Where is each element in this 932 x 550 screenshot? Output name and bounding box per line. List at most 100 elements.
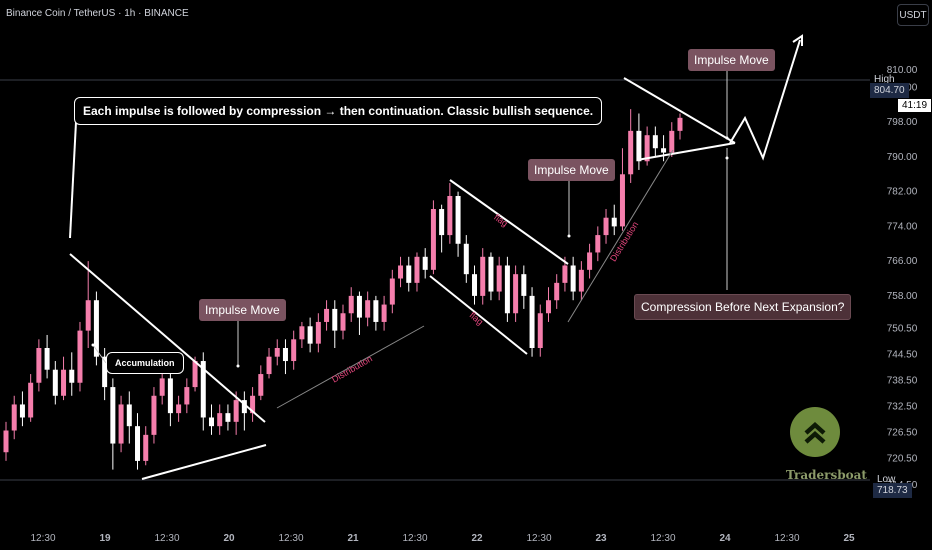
candle-body	[118, 404, 124, 444]
distribution-lines	[276, 149, 674, 409]
candle-body	[200, 361, 206, 418]
candle-body	[406, 265, 412, 283]
candle-body	[52, 369, 58, 396]
candle-body	[644, 135, 650, 162]
candle-body	[93, 300, 99, 357]
impulse-label-2: Impulse Move	[528, 159, 615, 181]
candle-body	[110, 387, 116, 444]
x-tick-label: 12:30	[278, 533, 303, 544]
y-tick-label: 790.00	[887, 152, 918, 163]
price-axis: 810.00806.00798.00790.00782.00774.00766.…	[887, 65, 918, 491]
pennant-lower-line	[636, 142, 736, 161]
candle-body	[307, 326, 313, 344]
time-axis: 12:30 19 12:30 20 12:30 21 12:30 22 12:30 23 12:30…	[30, 533, 855, 544]
candle-body	[324, 308, 330, 322]
x-tick-label: 12:30	[650, 533, 675, 544]
candle-body	[217, 413, 223, 427]
x-tick-label: 12:30	[774, 533, 799, 544]
candle-body	[151, 395, 157, 435]
candle-body	[521, 274, 527, 296]
candle-body	[447, 196, 453, 236]
candle-body	[85, 300, 91, 331]
candle-body	[488, 256, 494, 292]
x-tick-label: 23	[595, 533, 607, 544]
flag-bottom-line	[429, 275, 528, 355]
candle-body	[389, 278, 395, 305]
x-tick-label: 22	[471, 533, 483, 544]
candle-body	[504, 265, 510, 314]
candle-body	[669, 130, 675, 153]
impulse-label-1: Impulse Move	[199, 299, 286, 321]
callout-pointer	[69, 121, 77, 239]
candle-body	[3, 430, 9, 453]
countdown-tag: 41:19	[898, 99, 932, 112]
candle-body	[513, 274, 519, 314]
y-tick-label: 758.00	[887, 291, 918, 302]
candle-body	[266, 356, 272, 375]
candle-body	[159, 378, 165, 396]
candle-body	[439, 209, 445, 236]
candle-body	[677, 117, 683, 131]
y-tick-label: 750.50	[887, 323, 918, 334]
candle-body	[373, 300, 379, 322]
candle-body	[135, 426, 141, 461]
candle-body	[225, 413, 231, 422]
candle-body	[529, 295, 535, 348]
currency-button[interactable]: USDT	[897, 4, 929, 26]
candle-body	[611, 217, 617, 227]
candle-body	[340, 313, 346, 331]
x-tick-label: 24	[719, 533, 731, 544]
candle-body	[381, 304, 387, 322]
candle-body	[578, 269, 584, 292]
candle-body	[398, 265, 404, 279]
candle-body	[102, 356, 108, 388]
candle-body	[77, 330, 83, 383]
x-tick-label: 12:30	[526, 533, 551, 544]
y-tick-label: 782.00	[887, 187, 918, 198]
x-tick-label: 12:30	[402, 533, 427, 544]
impulse-label-3: Impulse Move	[688, 49, 775, 71]
candle-body	[595, 235, 601, 253]
symbol-title: Binance Coin / TetherUS · 1h · BINANCE	[6, 8, 189, 19]
x-tick-label: 20	[223, 533, 235, 544]
candle-body	[587, 252, 593, 270]
candle-body	[414, 256, 420, 283]
low-tag: Low 718.73	[873, 474, 932, 498]
candle-body	[496, 265, 502, 292]
x-tick-label: 12:30	[154, 533, 179, 544]
y-tick-label: 744.50	[887, 350, 918, 361]
compression-label: Compression Before Next Expansion?	[634, 294, 852, 320]
candle-body	[143, 434, 149, 461]
candle-body	[356, 295, 362, 318]
candle-body	[258, 374, 264, 396]
candle-body	[241, 400, 247, 414]
candle-body	[176, 404, 182, 414]
candle-body	[480, 256, 486, 296]
y-tick-label: 774.00	[887, 221, 918, 232]
projection-path	[729, 39, 801, 161]
candle-body	[11, 404, 17, 431]
main-callout: Each impulse is followed by compression …	[74, 97, 603, 125]
candle-body	[282, 348, 288, 362]
y-tick-label: 810.00	[887, 65, 918, 76]
drawings	[69, 34, 803, 480]
candle-body	[208, 417, 214, 427]
projection-arrowhead	[792, 34, 803, 46]
candle-body	[126, 404, 132, 427]
x-tick-label: 12:30	[30, 533, 55, 544]
candle-body	[36, 348, 42, 383]
accumulation-label: Accumulation	[106, 352, 184, 374]
candle-body	[61, 369, 67, 396]
candle-body	[463, 243, 469, 275]
candle-body	[562, 265, 568, 283]
candle-body	[315, 321, 321, 344]
candle-body	[661, 148, 667, 153]
candle-body	[554, 282, 560, 301]
candle-body	[422, 256, 428, 270]
x-tick-label: 21	[347, 533, 359, 544]
chevron-up-icon	[804, 421, 826, 444]
candle-body	[628, 130, 634, 175]
candle-body	[44, 348, 50, 370]
candle-body	[455, 196, 461, 244]
